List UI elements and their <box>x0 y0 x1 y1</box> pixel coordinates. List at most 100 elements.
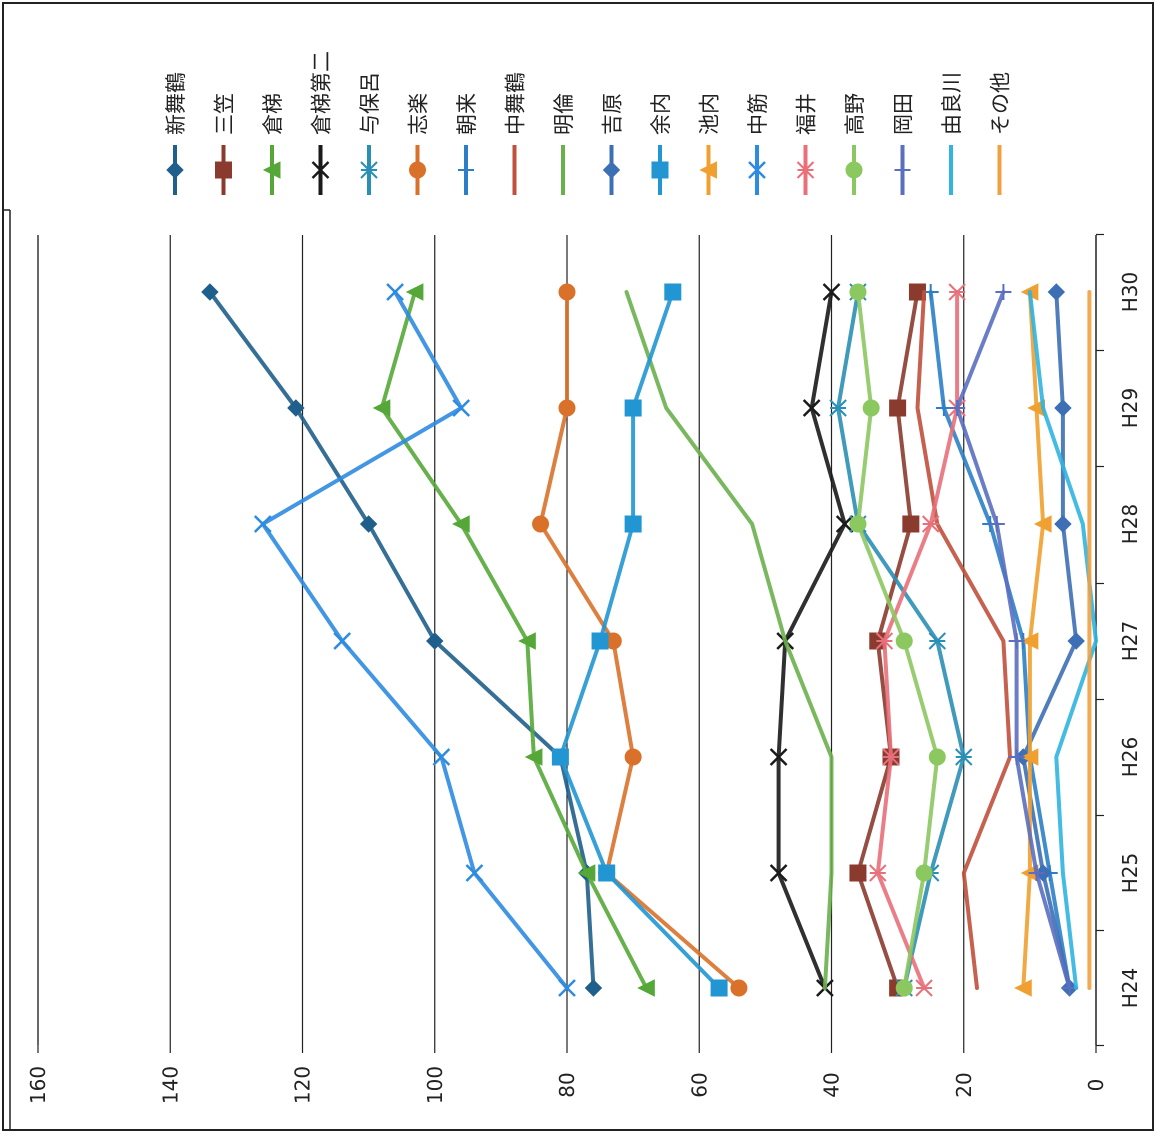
data-point-14-H28 <box>921 515 940 533</box>
series-13 <box>253 283 576 997</box>
legend-entry-7: 朝来 <box>455 93 479 195</box>
data-point-13-H30-stroke-b <box>386 283 404 301</box>
legend-label-11: 余内 <box>649 93 673 135</box>
data-point-1-H29 <box>287 399 305 417</box>
data-point-4-H26-stroke-b <box>769 748 788 766</box>
data-point-6-H26 <box>624 748 642 766</box>
data-point-13-H27 <box>333 632 352 650</box>
data-point-11-H25 <box>598 864 616 882</box>
value-tick-label-100: 100 <box>423 1066 447 1104</box>
data-point-13-H30 <box>386 283 404 301</box>
legend-entry-3: 倉梯 <box>261 93 285 195</box>
legend-label-8: 中舞鶴 <box>504 72 528 135</box>
legend-swatch-marker-6 <box>409 161 426 179</box>
value-tick-label-160: 160 <box>26 1066 50 1104</box>
value-tick-label-40: 40 <box>820 1072 844 1097</box>
legend-label-5: 与保呂 <box>358 72 382 135</box>
data-point-14-H26 <box>882 748 900 766</box>
data-point-4-H28-stroke-b <box>835 515 854 533</box>
series-15 <box>849 283 946 997</box>
legend-swatch-marker-4 <box>311 161 330 179</box>
legend-entry-12: 池内 <box>698 93 722 195</box>
data-point-6-H30 <box>558 283 576 301</box>
legend-entry-18: その他 <box>989 72 1013 195</box>
data-point-15-H28 <box>849 515 867 533</box>
series-group <box>201 283 1098 997</box>
data-point-15-H25 <box>915 864 933 882</box>
data-point-11-H29 <box>624 399 642 417</box>
data-point-13-H29 <box>452 399 471 417</box>
data-point-10-H30 <box>1047 283 1066 301</box>
legend-swatch-marker-4-stroke-b <box>311 161 330 179</box>
legend-entry-2: 三笠 <box>213 93 237 195</box>
data-point-4-H29-stroke-b <box>802 399 821 417</box>
data-point-6-H24 <box>730 979 748 997</box>
data-point-11-H27 <box>591 632 609 650</box>
legend-entry-14: 福井 <box>795 93 819 195</box>
legend-swatch-marker-14 <box>796 161 815 179</box>
legend-label-4: 倉梯第二 <box>310 51 334 135</box>
legend-swatch-marker-15 <box>845 161 863 179</box>
data-point-13-H25 <box>465 864 484 882</box>
legend-entry-11: 余内 <box>649 93 673 195</box>
data-point-4-H25 <box>769 864 788 882</box>
legend-swatch-marker-12 <box>699 161 717 179</box>
data-point-15-H29 <box>862 399 880 417</box>
series-16 <box>949 284 1078 996</box>
data-point-14-H30 <box>948 283 966 301</box>
legend-label-17: 由良川 <box>940 72 964 135</box>
data-point-16-H28 <box>988 516 1005 532</box>
category-label-H30: H30 <box>1118 272 1142 313</box>
data-point-3-H30 <box>405 283 424 301</box>
value-tick-label-0: 0 <box>1084 1079 1108 1092</box>
legend-entry-16: 岡田 <box>892 93 916 195</box>
legend-label-18: その他 <box>989 72 1013 135</box>
legend-entry-8: 中舞鶴 <box>504 72 528 195</box>
data-point-13-H25-stroke-b <box>465 864 484 882</box>
data-point-2-H29 <box>889 399 907 417</box>
legend-label-10: 吉原 <box>601 93 625 135</box>
data-point-6-H28 <box>532 515 550 533</box>
data-point-4-H28 <box>835 515 854 533</box>
data-point-12-H26 <box>1020 748 1039 766</box>
data-point-11-H30 <box>664 283 682 301</box>
data-point-10-H29 <box>1054 399 1072 417</box>
data-point-3-H29 <box>372 399 391 417</box>
legend-label-6: 志楽 <box>407 93 431 135</box>
legend-swatch-marker-11 <box>651 161 669 179</box>
data-point-16-H25 <box>1028 865 1045 881</box>
series-line-9 <box>624 290 834 990</box>
data-point-12-H24 <box>1014 979 1032 997</box>
data-point-1-H28 <box>359 515 378 533</box>
series-17 <box>1027 290 1098 990</box>
data-point-11-H24 <box>710 979 728 997</box>
legend-entry-1: 新舞鶴 <box>164 72 188 195</box>
data-point-13-H27-stroke-b <box>333 632 352 650</box>
legend-swatch-marker-16 <box>894 162 911 178</box>
legend-entry-9: 明倫 <box>552 93 576 195</box>
legend-swatch-marker-7 <box>458 162 474 178</box>
data-point-3-H24 <box>637 979 655 997</box>
value-tick-label-80: 80 <box>555 1072 579 1097</box>
data-point-16-H30 <box>995 284 1012 300</box>
legend-label-13: 中筋 <box>746 93 770 135</box>
legend-entry-6: 志楽 <box>407 93 431 195</box>
legend-swatch-marker-13-stroke-b <box>748 161 766 179</box>
data-point-5-H29 <box>829 399 847 417</box>
series-11 <box>551 283 728 997</box>
legend-swatch-marker-13 <box>748 161 766 179</box>
category-label-H24: H24 <box>1118 968 1142 1009</box>
legend-swatch-marker-2 <box>215 161 232 179</box>
data-point-2-H25 <box>849 864 867 882</box>
series-3 <box>372 283 655 997</box>
legend-label-16: 岡田 <box>892 93 916 135</box>
data-point-1-H30 <box>201 283 219 301</box>
series-line-17 <box>1027 290 1098 990</box>
legend-label-12: 池内 <box>698 93 722 135</box>
data-point-1-H24 <box>584 979 603 997</box>
data-point-14-H24 <box>915 979 933 997</box>
category-label-H28: H28 <box>1118 504 1142 545</box>
legend-label-15: 高野 <box>843 93 867 135</box>
x-tick-labels: H24 H25 H26 H27 H28 H29 H30 <box>1118 272 1142 1009</box>
